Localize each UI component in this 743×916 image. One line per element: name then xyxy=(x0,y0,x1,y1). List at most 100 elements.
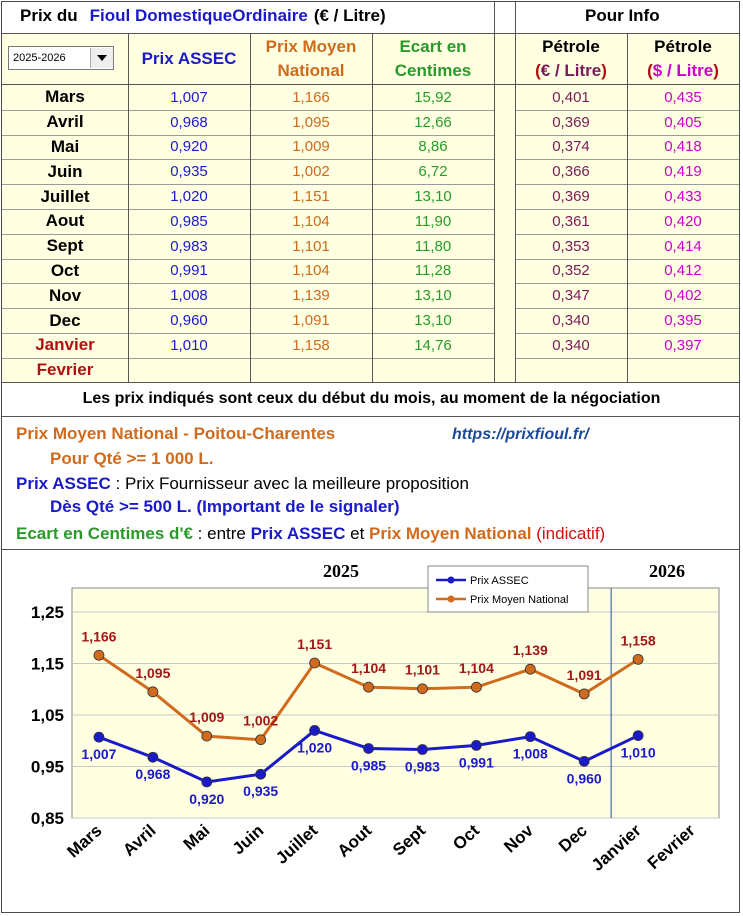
cell-assec: 1,007 xyxy=(170,88,208,106)
cell-usd: 0,412 xyxy=(664,262,702,280)
cell-usd: 0,405 xyxy=(664,113,702,131)
year-select-value: 2025-2026 xyxy=(13,52,66,64)
cell-moyen: 1,104 xyxy=(292,262,330,280)
row-month: Fevrier xyxy=(36,360,94,380)
cell-usd xyxy=(627,358,739,383)
cell-moyen: 1,104 xyxy=(292,212,330,230)
chevron-down-icon[interactable] xyxy=(90,48,113,68)
paren-open: ( xyxy=(647,61,653,80)
legend-swatch-marker xyxy=(447,595,455,603)
x-tick-label: Mai xyxy=(180,821,214,854)
row-month: Dec xyxy=(49,310,81,330)
x-tick-label: Oct xyxy=(449,821,483,854)
y-tick-label: 1,05 xyxy=(31,706,64,725)
col-header-moyen-line2: National xyxy=(277,61,345,80)
paren-open: ( xyxy=(535,61,541,80)
row-divider xyxy=(2,333,494,334)
y-tick-label: 1,25 xyxy=(31,603,64,622)
year-left-box xyxy=(300,556,382,582)
header-pour-info: Pour Info xyxy=(585,6,660,25)
x-tick-label: Mars xyxy=(63,821,105,862)
col-header-petrole-eur-line2: (€ / Litre) xyxy=(535,59,607,83)
prixfioul-link[interactable]: https://prixfioul.fr/ xyxy=(452,426,589,443)
x-tick-label: Aout xyxy=(334,821,376,861)
col-header-moyen-line1: Prix Moyen xyxy=(265,37,357,56)
cell-eur: 0,374 xyxy=(552,138,590,156)
x-tick-label: Dec xyxy=(555,821,591,856)
data-point xyxy=(632,730,644,742)
data-point xyxy=(147,751,159,763)
row-month: Oct xyxy=(50,260,80,280)
col-divider xyxy=(515,2,516,382)
cell-usd: 0,414 xyxy=(664,237,702,255)
data-point xyxy=(309,657,321,669)
cell-ecart: 11,90 xyxy=(414,212,452,230)
cell-ecart: 15,92 xyxy=(414,88,452,106)
row-divider xyxy=(2,159,494,161)
cell-eur: 0,352 xyxy=(552,262,590,280)
cell-usd: 0,397 xyxy=(664,336,702,354)
data-point xyxy=(417,683,428,695)
cell-assec: 1,020 xyxy=(170,188,208,206)
assec-qty: Dès Qté >= 500 L. (Important de le signa… xyxy=(50,497,400,516)
ecart-moyen: Prix Moyen National xyxy=(369,524,532,543)
chart-divider xyxy=(2,549,739,550)
col-divider xyxy=(372,34,373,382)
cell-moyen: 1,009 xyxy=(292,138,330,156)
col-header-petrole-eur-line1: Pétrole xyxy=(542,37,600,56)
col-header-moyen: Prix Moyen National xyxy=(250,34,372,84)
cell-eur: 0,369 xyxy=(552,188,590,206)
x-tick-label: Sept xyxy=(389,821,429,860)
cell-assec: 0,935 xyxy=(170,163,208,181)
row-divider xyxy=(2,134,494,136)
data-label: 1,139 xyxy=(513,642,548,658)
x-tick-label: Nov xyxy=(500,820,537,856)
cell-usd: 0,402 xyxy=(664,287,702,305)
data-point xyxy=(363,681,374,693)
data-point xyxy=(147,686,159,698)
cell-moyen: 1,151 xyxy=(292,188,330,206)
data-point xyxy=(417,744,428,755)
cell-assec: 0,983 xyxy=(170,237,208,255)
data-point xyxy=(632,653,644,665)
cell-eur: 0,353 xyxy=(552,237,590,255)
unit-eur: € / Litre xyxy=(540,61,602,80)
data-label: 0,983 xyxy=(405,759,440,775)
data-label: 1,158 xyxy=(621,632,656,648)
year-left-label: 2025 xyxy=(323,561,359,581)
cell-assec: 0,960 xyxy=(170,312,208,330)
row-divider xyxy=(2,109,494,111)
cell-usd: 0,433 xyxy=(664,188,702,206)
cell-ecart: 6,72 xyxy=(418,163,448,181)
data-label: 1,166 xyxy=(81,628,116,644)
header-unit: (€ / Litre) xyxy=(313,6,386,25)
data-point xyxy=(470,739,482,751)
data-point xyxy=(578,688,590,700)
col-divider xyxy=(627,34,628,382)
data-label: 1,101 xyxy=(405,662,440,678)
data-point xyxy=(93,731,105,743)
data-label: 1,095 xyxy=(135,665,170,681)
y-tick-label: 0,95 xyxy=(31,758,64,777)
row-divider xyxy=(2,357,494,359)
legend-label: Prix Moyen National xyxy=(470,594,568,606)
row-divider xyxy=(2,283,494,285)
cell-assec: 1,008 xyxy=(170,287,208,305)
year-right-box xyxy=(628,556,706,582)
year-right-label: 2026 xyxy=(649,561,685,581)
col-header-assec: Prix ASSEC xyxy=(128,34,250,84)
cell-moyen: 1,158 xyxy=(292,336,330,354)
legend-swatch-marker xyxy=(447,576,455,584)
data-label: 1,008 xyxy=(513,746,548,762)
header-title: Prix du Fioul DomestiqueOrdinaire (€ / L… xyxy=(20,0,490,32)
cell-ecart: 12,66 xyxy=(414,113,452,131)
data-label: 0,985 xyxy=(351,757,386,773)
row-divider xyxy=(2,209,494,210)
unit-usd: $ / Litre xyxy=(652,61,714,80)
col-header-petrole-usd-line2: ($ / Litre) xyxy=(647,59,719,83)
assec-line: Prix ASSEC : Prix Fournisseur avec la me… xyxy=(16,474,469,494)
data-label: 1,104 xyxy=(459,660,494,676)
data-point xyxy=(578,755,590,767)
cell-eur xyxy=(515,358,627,383)
year-select[interactable]: 2025-2026 xyxy=(8,46,114,70)
